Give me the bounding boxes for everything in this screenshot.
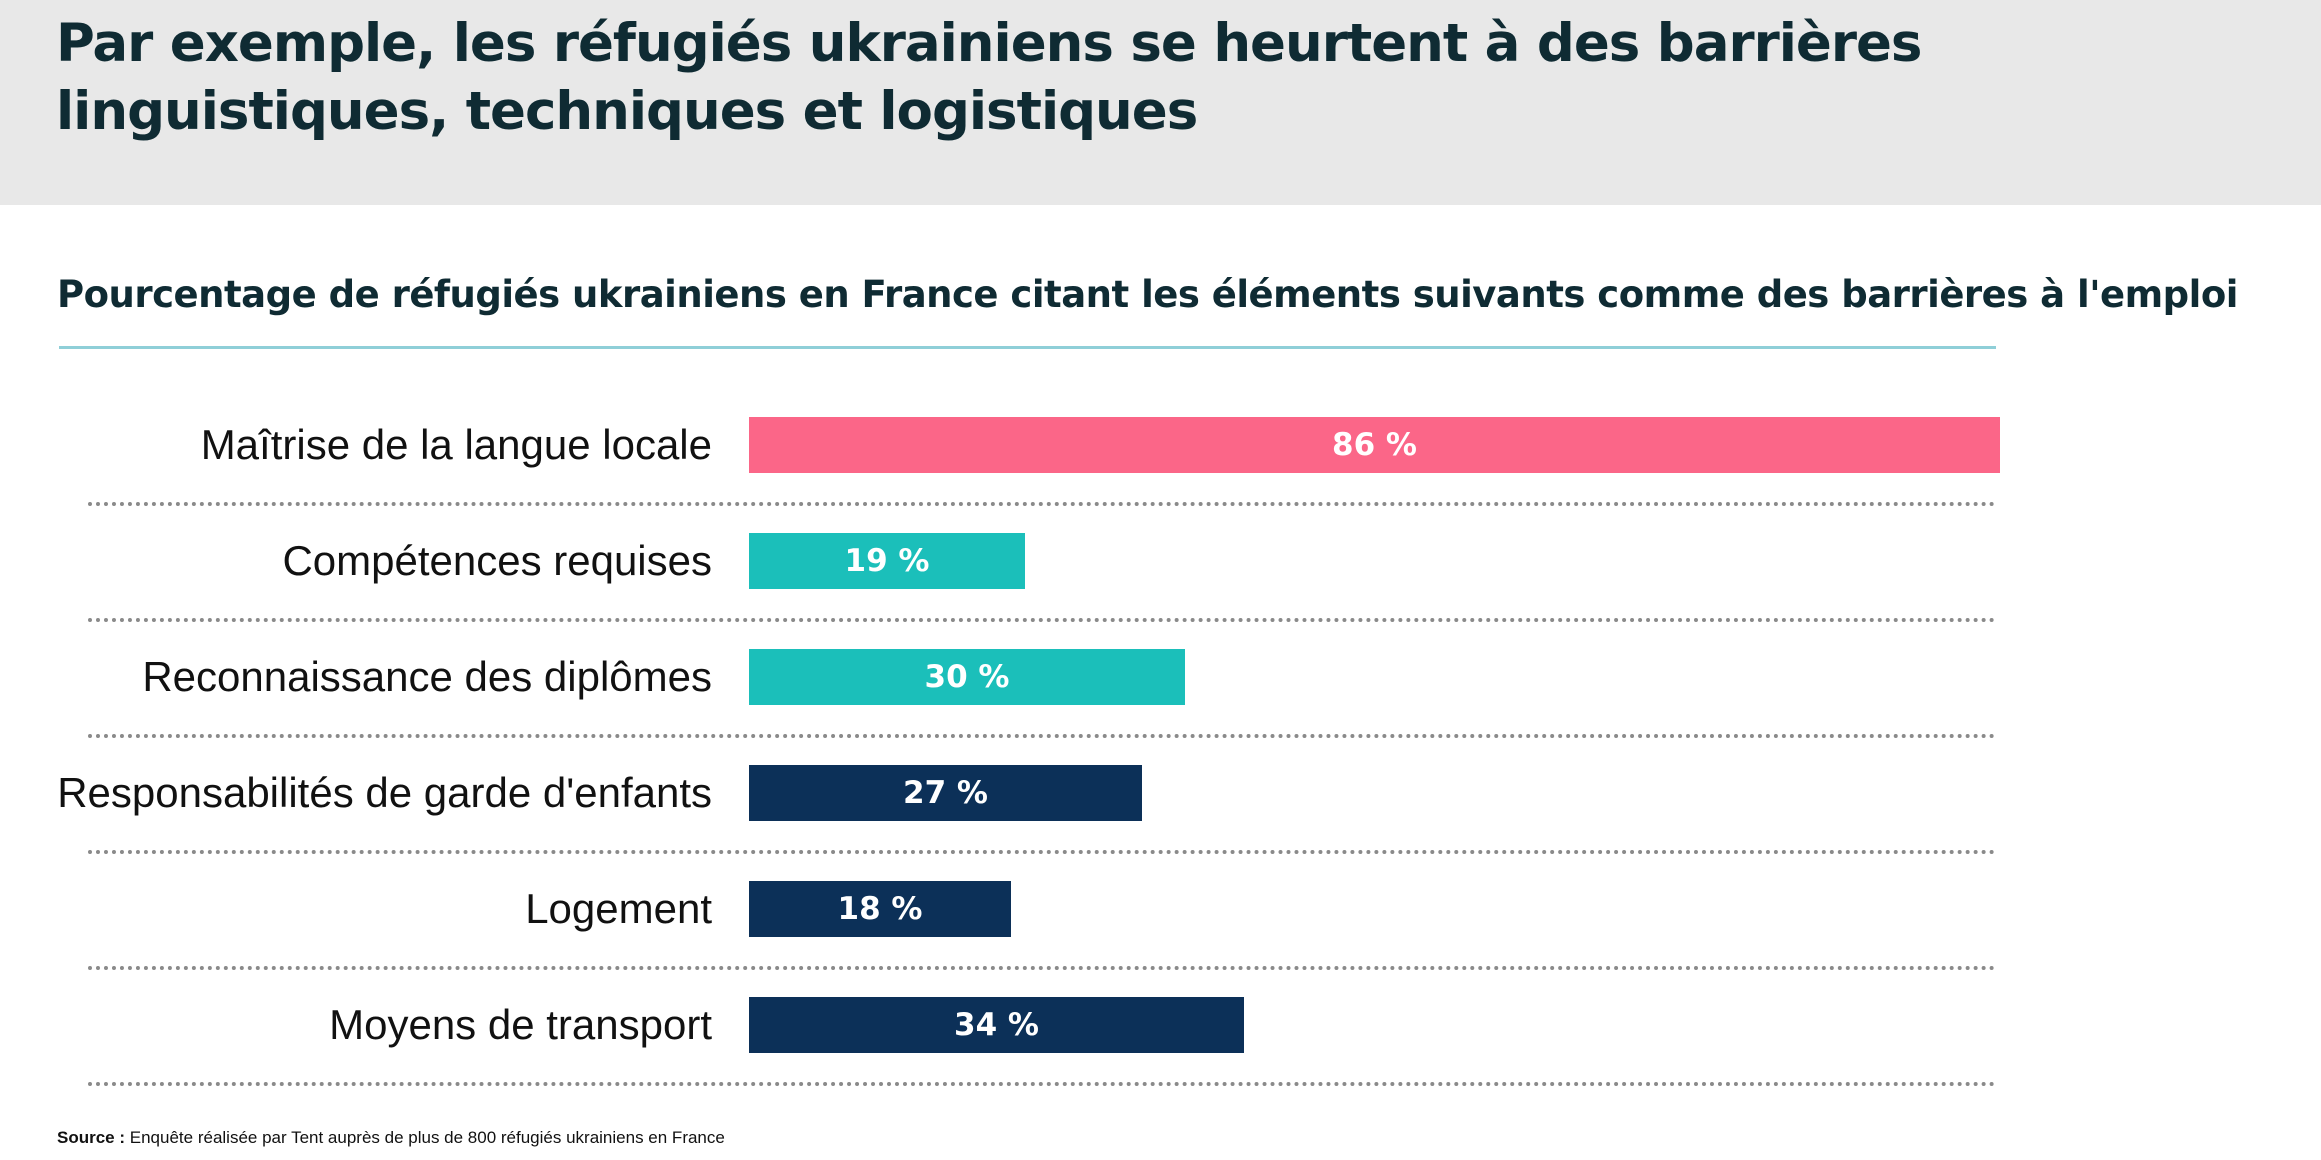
category-label: Compétences requises <box>282 537 712 584</box>
row-divider <box>88 850 1996 854</box>
row-divider <box>88 966 1996 970</box>
category-label: Reconnaissance des diplômes <box>142 653 712 700</box>
bar: 30 % <box>749 649 1185 705</box>
bar: 86 % <box>749 417 2000 473</box>
chart-title: Pourcentage de réfugiés ukrainiens en Fr… <box>57 273 2238 316</box>
page-title: Par exemple, les réfugiés ukrainiens se … <box>56 13 1922 142</box>
bar: 34 % <box>749 997 1244 1053</box>
source-label: Source : <box>57 1128 126 1147</box>
data-label: 86 % <box>1332 427 1417 463</box>
category-label: Responsabilités de garde d'enfants <box>57 769 712 816</box>
row-divider <box>88 618 1996 622</box>
subtitle-rule <box>59 346 1996 349</box>
category-label: Logement <box>525 885 712 932</box>
row-divider <box>88 1082 1996 1086</box>
bar: 27 % <box>749 765 1142 821</box>
bar: 18 % <box>749 881 1011 937</box>
category-label: Moyens de transport <box>329 1001 712 1048</box>
data-label: 34 % <box>954 1007 1039 1043</box>
data-label: 27 % <box>903 775 988 811</box>
row-divider <box>88 734 1996 738</box>
row-divider <box>88 502 1996 506</box>
header-band: Par exemple, les réfugiés ukrainiens se … <box>0 0 2321 205</box>
source-text: Enquête réalisée par Tent auprès de plus… <box>129 1128 725 1147</box>
data-label: 30 % <box>924 659 1010 695</box>
category-label: Maîtrise de la langue locale <box>200 421 712 468</box>
data-label: 18 % <box>837 891 923 927</box>
source-note: Source : Enquête réalisée par Tent auprè… <box>57 1128 725 1148</box>
bar: 19 % <box>749 533 1025 589</box>
data-label: 19 % <box>844 543 930 579</box>
